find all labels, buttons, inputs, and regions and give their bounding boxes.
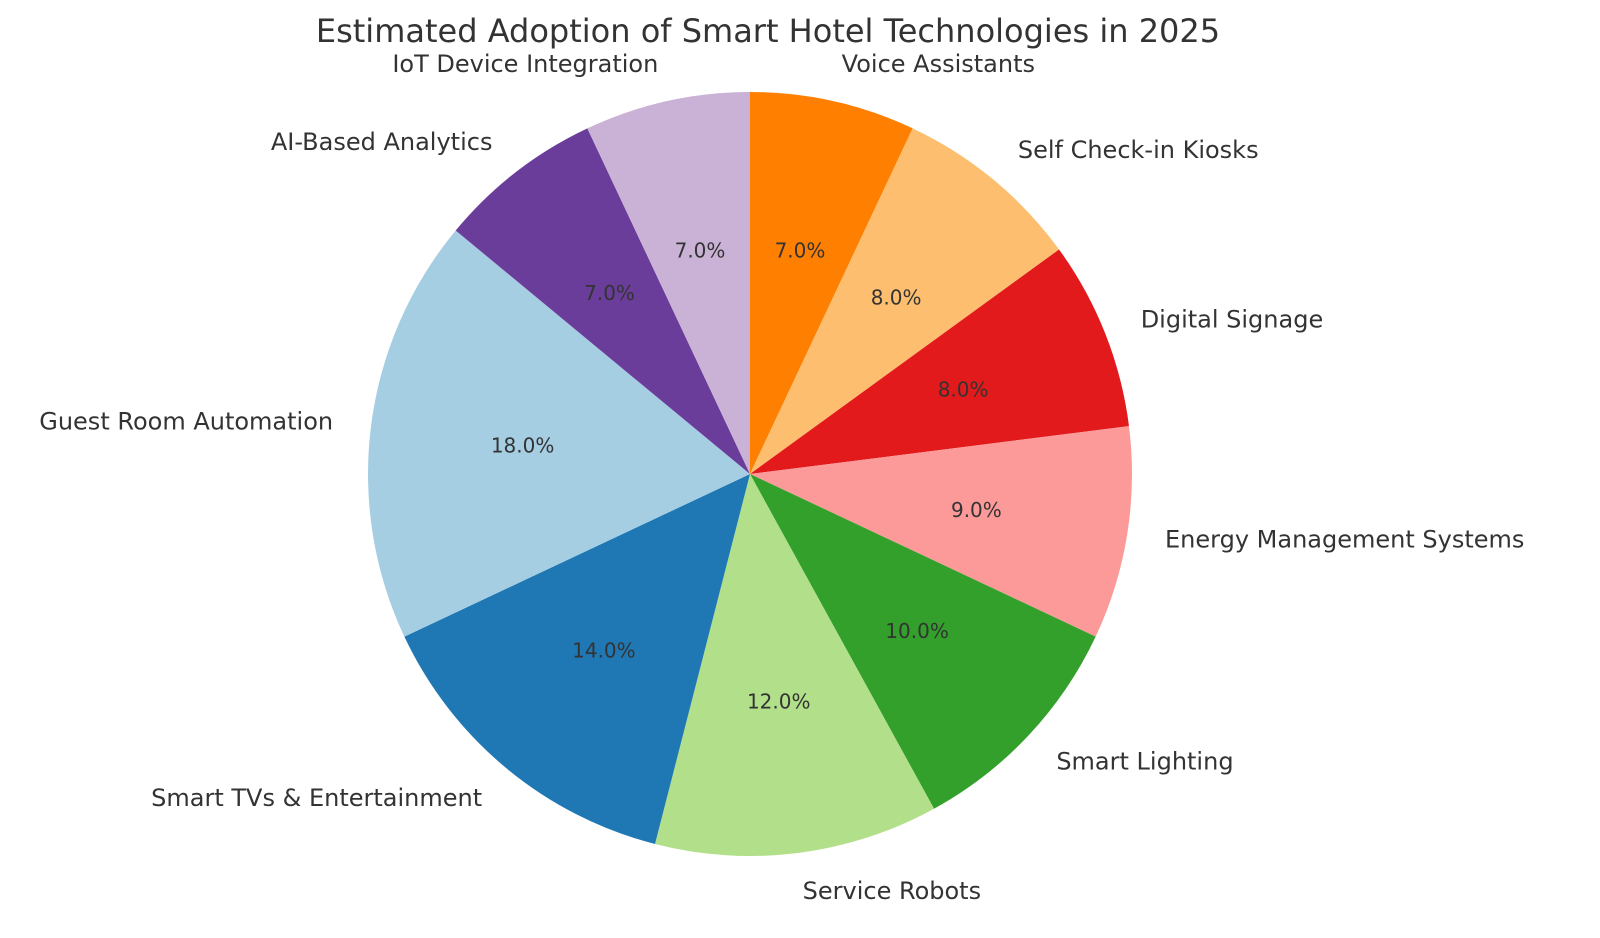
- pie-slice-voice-assistants: [750, 92, 913, 474]
- pct-label-smart-lighting: 10.0%: [885, 619, 949, 643]
- pie-slice-iot-device-integration: [587, 92, 750, 474]
- slice-label-energy-management-systems: Energy Management Systems: [1165, 526, 1524, 554]
- pct-label-ai-based-analytics: 7.0%: [584, 281, 635, 305]
- pie-slice-guest-room-automation: [367, 230, 750, 637]
- pct-label-iot-device-integration: 7.0%: [675, 238, 726, 262]
- pie-slice-smart-tvs-and-entertainment: [404, 474, 750, 844]
- pct-label-voice-assistants: 7.0%: [775, 238, 826, 262]
- slice-label-iot-device-integration: IoT Device Integration: [392, 50, 658, 78]
- slice-label-digital-signage: Digital Signage: [1141, 305, 1324, 333]
- labels-layer: Voice Assistants 7.0% Self Check-in Kiosks…: [39, 50, 1524, 905]
- pct-label-guest-room-automation: 18.0%: [491, 433, 555, 457]
- pie-slice-self-check-in-kiosks: [750, 128, 1060, 474]
- pie-slice-digital-signage: [750, 249, 1129, 474]
- slices-layer: [367, 92, 1132, 856]
- pct-label-self-check-in-kiosks: 8.0%: [871, 285, 922, 309]
- pie-slice-service-robots: [655, 474, 935, 856]
- pie-slice-smart-lighting: [750, 474, 1096, 809]
- chart-title: Estimated Adoption of Smart Hotel Techno…: [316, 12, 1220, 50]
- pct-label-digital-signage: 8.0%: [938, 378, 989, 402]
- slice-label-service-robots: Service Robots: [803, 877, 981, 905]
- slice-label-self-check-in-kiosks: Self Check-in Kiosks: [1018, 136, 1259, 164]
- pct-label-energy-management-systems: 9.0%: [951, 498, 1002, 522]
- slice-label-guest-room-automation: Guest Room Automation: [39, 407, 333, 435]
- pct-label-service-robots: 12.0%: [747, 689, 811, 713]
- slice-label-voice-assistants: Voice Assistants: [842, 50, 1035, 78]
- slice-label-smart-tvs-and-entertainment: Smart TVs & Entertainment: [151, 784, 482, 812]
- slice-label-smart-lighting: Smart Lighting: [1056, 748, 1233, 776]
- pct-label-smart-tvs-and-entertainment: 14.0%: [572, 639, 636, 663]
- slice-label-ai-based-analytics: AI-Based Analytics: [271, 128, 493, 156]
- pie-slice-energy-management-systems: [750, 426, 1132, 637]
- pie-slice-ai-based-analytics: [455, 128, 750, 474]
